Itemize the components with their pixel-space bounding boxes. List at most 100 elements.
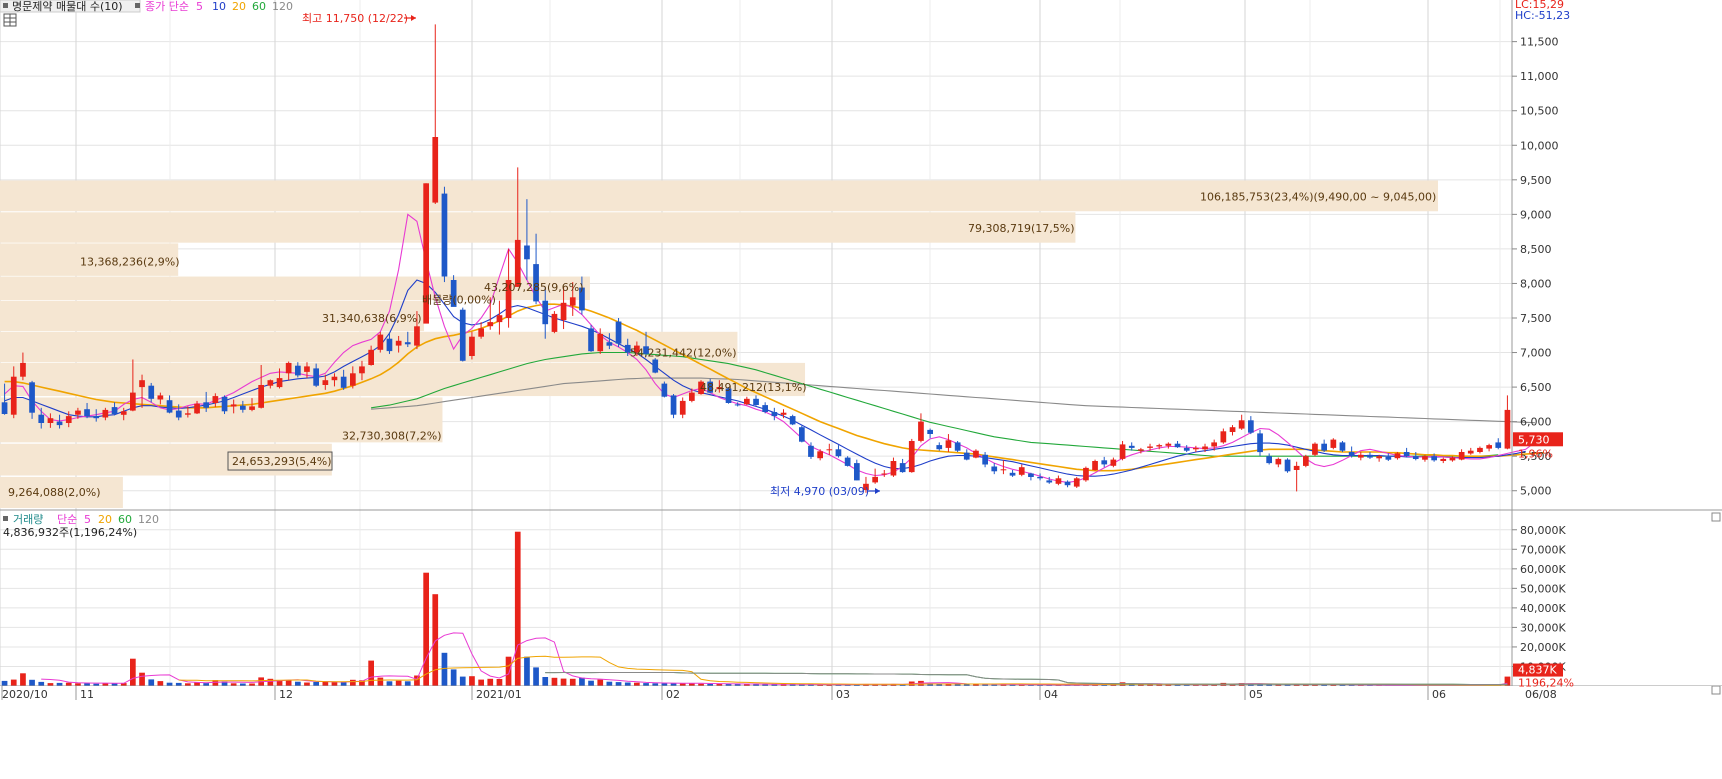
volume-bar[interactable] [560,678,567,686]
volume-bar[interactable] [1266,684,1272,686]
volume-bar[interactable] [1321,684,1327,686]
candle-body[interactable] [670,395,677,415]
volume-bar[interactable] [395,680,402,686]
volume-bar[interactable] [111,683,118,687]
candle-body[interactable] [734,404,741,406]
candle-body[interactable] [982,454,988,465]
volume-bar[interactable] [707,683,713,686]
candle-body[interactable] [1504,409,1511,449]
volume-bar[interactable] [203,683,209,686]
candle-body[interactable] [1119,444,1126,459]
candle-body[interactable] [1330,439,1337,448]
volume-bar[interactable] [102,683,109,686]
candle-body[interactable] [93,416,100,419]
volume-bar[interactable] [38,681,45,686]
volume-bar[interactable] [1000,684,1007,686]
pane-resize-handle[interactable] [1711,512,1721,522]
candle-body[interactable] [1348,452,1355,457]
candle-body[interactable] [689,392,695,401]
volume-bar[interactable] [423,572,429,686]
candle-body[interactable] [817,451,823,459]
volume-bar[interactable] [1009,684,1016,686]
candle-body[interactable] [1248,420,1254,433]
volume-bar[interactable] [1293,684,1300,686]
volume-bar[interactable] [991,684,998,686]
candle-body[interactable] [1495,442,1502,448]
volume-bar[interactable] [148,679,155,686]
candle-body[interactable] [1046,480,1053,483]
candle-body[interactable] [157,395,164,400]
volume-bar[interactable] [808,684,814,686]
volume-bar[interactable] [670,683,677,686]
volume-bar[interactable] [789,684,796,686]
candle-body[interactable] [624,344,631,353]
volume-bar[interactable] [459,676,466,686]
candle-body[interactable] [212,396,219,403]
candle-body[interactable] [414,326,420,346]
volume-bar[interactable] [194,682,200,686]
candle-body[interactable] [276,378,283,388]
candle-body[interactable] [1147,446,1153,448]
volume-bar[interactable] [487,678,494,686]
candle-body[interactable] [872,476,878,483]
candle-body[interactable] [844,457,851,466]
candle-body[interactable] [918,421,924,441]
volume-bar[interactable] [450,669,457,686]
volume-bar[interactable] [1,680,8,686]
candle-body[interactable] [597,333,604,352]
candle-body[interactable] [1000,469,1007,471]
candle-body[interactable] [359,366,365,374]
volume-bar[interactable] [1037,684,1043,686]
candle-body[interactable] [634,345,640,353]
volume-bar[interactable] [771,684,778,686]
candle-body[interactable] [340,376,347,388]
candle-body[interactable] [1064,481,1071,486]
candle-body[interactable] [808,445,814,457]
volume-bar[interactable] [304,682,310,687]
candle-body[interactable] [835,449,842,457]
volume-bar[interactable] [588,680,594,686]
volume-bar[interactable] [689,683,695,687]
candle-body[interactable] [478,328,484,337]
candle-body[interactable] [469,336,475,356]
candle-body[interactable] [615,321,622,344]
volume-bar[interactable] [817,684,823,686]
candle-body[interactable] [47,418,54,423]
candle-body[interactable] [1431,456,1437,461]
candle-body[interactable] [1467,450,1474,454]
candle-body[interactable] [899,463,906,473]
candle-body[interactable] [908,441,915,473]
candle-body[interactable] [1220,431,1227,443]
volume-bar[interactable] [1073,684,1080,686]
candle-body[interactable] [175,410,182,418]
volume-bar[interactable] [130,658,136,686]
candle-body[interactable] [1412,456,1419,459]
volume-bar[interactable] [826,684,833,686]
volume-bar[interactable] [175,682,182,686]
volume-bar[interactable] [276,680,283,686]
volume-bar[interactable] [75,683,81,686]
candle-body[interactable] [1037,476,1043,479]
volume-bar[interactable] [295,681,301,686]
candle-body[interactable] [936,445,943,450]
volume-bar[interactable] [1147,684,1153,686]
candle-body[interactable] [1449,457,1456,461]
volume-bar[interactable] [1193,684,1199,686]
volume-bar[interactable] [249,683,255,687]
candle-body[interactable] [514,239,521,287]
volume-bar[interactable] [29,679,35,686]
candle-body[interactable] [221,396,228,412]
candle-body[interactable] [258,385,264,408]
candle-body[interactable] [789,416,796,425]
volume-bar[interactable] [1165,684,1172,686]
candle-body[interactable] [1138,449,1144,451]
volume-bar[interactable] [441,652,448,686]
candle-body[interactable] [1367,454,1373,458]
candle-body[interactable] [130,392,136,411]
volume-bar[interactable] [350,679,356,686]
candle-body[interactable] [496,315,503,323]
volume-bar[interactable] [524,656,530,686]
candle-body[interactable] [854,463,860,481]
volume-bar[interactable] [780,684,787,686]
